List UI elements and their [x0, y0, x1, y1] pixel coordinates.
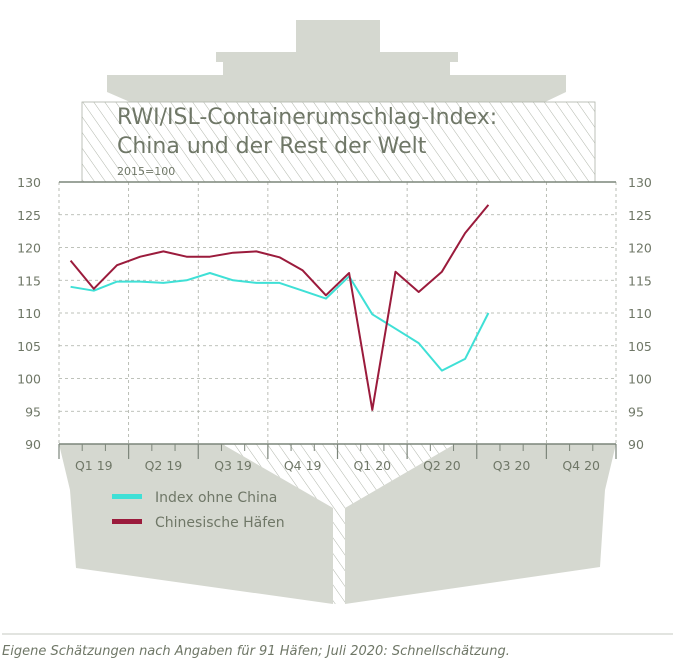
- chart-title-line2: China und der Rest der Welt: [117, 134, 427, 159]
- y-tick-label-right: 120: [628, 241, 652, 256]
- series-line-index-ohne-china: [70, 272, 490, 372]
- y-tick-label-right: 110: [628, 306, 652, 321]
- footer-note: Eigene Schätzungen nach Angaben für 91 H…: [2, 644, 510, 659]
- chart-subtitle: 2015=100: [117, 165, 175, 178]
- y-tick-label-right: 125: [628, 208, 652, 223]
- y-tick-label-left: 125: [17, 208, 41, 223]
- y-tick-label-right: 95: [628, 404, 644, 419]
- y-tick-label-left: 105: [17, 339, 41, 354]
- legend: Index ohne China Chinesische Häfen: [112, 490, 285, 531]
- grid: [58, 182, 617, 444]
- x-tick-label: Q4 19: [284, 458, 322, 473]
- chart-title: RWI/ISL-Containerumschlag-Index:: [117, 105, 497, 130]
- y-tick-label-left: 110: [17, 306, 41, 321]
- y-tick-label-left: 120: [17, 241, 41, 256]
- y-tick-label-left: 90: [25, 437, 41, 452]
- x-tick-label: Q1 19: [75, 458, 113, 473]
- axes: 90 90 95 95 100 100 105 105 110 110 115 115 120 120 12…: [17, 175, 652, 473]
- x-tick-label: Q3 19: [214, 458, 252, 473]
- legend-swatch-chinesische-haefen: [112, 519, 142, 524]
- y-tick-label-right: 90: [628, 437, 644, 452]
- y-tick-label-right: 130: [628, 175, 652, 190]
- x-tick-label: Q3 20: [493, 458, 531, 473]
- x-tick-label: Q4 20: [562, 458, 600, 473]
- y-tick-label-left: 130: [17, 175, 41, 190]
- series-lines: [69, 204, 490, 411]
- hull-hatch: [222, 444, 455, 604]
- x-tick-label: Q2 19: [145, 458, 183, 473]
- x-tick-label: Q1 20: [353, 458, 391, 473]
- series-line-chinesische-haefen: [69, 204, 490, 411]
- y-tick-label-right: 115: [628, 273, 652, 288]
- y-tick-label-left: 95: [25, 404, 41, 419]
- legend-label-chinesische-haefen: Chinesische Häfen: [155, 515, 285, 531]
- y-tick-label-left: 100: [17, 372, 41, 387]
- x-tick-label: Q2 20: [423, 458, 461, 473]
- y-tick-label-left: 115: [17, 273, 41, 288]
- y-tick-label-right: 100: [628, 372, 652, 387]
- title-box: [81, 101, 596, 183]
- legend-swatch-index-ohne-china: [112, 494, 142, 499]
- legend-label-index-ohne-china: Index ohne China: [155, 490, 277, 506]
- y-tick-label-right: 105: [628, 339, 652, 354]
- ship-illustration: [59, 20, 616, 604]
